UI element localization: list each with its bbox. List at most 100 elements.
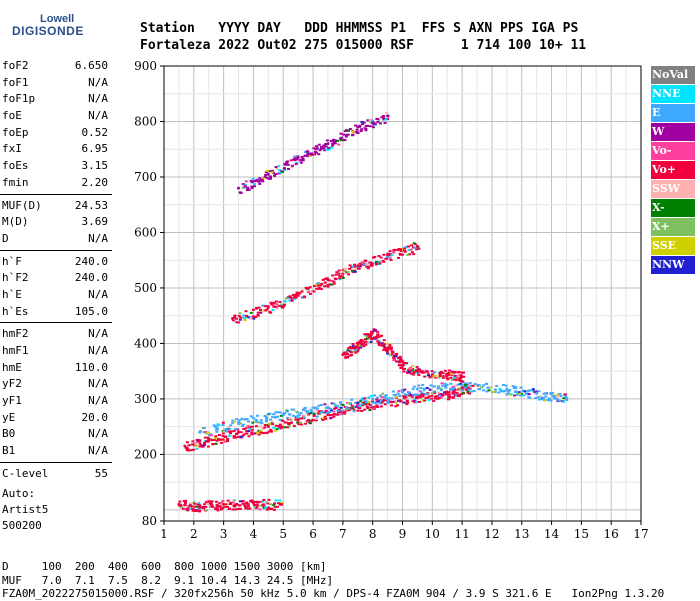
echo-point — [339, 406, 343, 409]
echo-point — [268, 177, 272, 180]
echo-point — [388, 354, 392, 357]
echo-point — [332, 138, 336, 141]
echo-point — [253, 506, 257, 509]
echo-point — [271, 423, 275, 426]
echo-point — [346, 349, 350, 352]
echo-point — [259, 429, 263, 432]
echo-point — [346, 353, 350, 356]
echo-point — [383, 342, 387, 345]
echo-point — [209, 438, 213, 441]
echo-point — [254, 425, 258, 428]
echo-point — [334, 413, 338, 416]
param-value: N/A — [88, 344, 108, 357]
legend-item: NoVal — [651, 66, 695, 84]
echo-point — [441, 372, 445, 375]
echo-point — [523, 390, 527, 393]
echo-point — [263, 175, 267, 178]
echo-point — [388, 353, 392, 356]
echo-point — [282, 167, 286, 170]
echo-point — [403, 250, 407, 253]
echo-point — [406, 253, 410, 256]
echo-point — [388, 254, 392, 257]
echo-point — [360, 403, 364, 406]
legend-item: Vo+ — [651, 161, 695, 179]
param-name: yF1 — [2, 394, 22, 408]
echo-point — [262, 503, 266, 506]
echo-point — [326, 411, 330, 414]
echo-point — [404, 362, 408, 365]
echo-point — [418, 400, 422, 403]
echo-point — [303, 406, 307, 409]
echo-point — [504, 384, 508, 387]
echo-point — [383, 403, 387, 406]
echo-point — [331, 142, 335, 145]
echo-point — [336, 413, 340, 416]
echo-point — [341, 272, 345, 275]
echo-point — [470, 390, 474, 393]
echo-point — [214, 435, 218, 438]
echo-point — [402, 367, 406, 370]
legend-item: SSW — [651, 180, 695, 198]
echo-point — [260, 178, 264, 181]
echo-point — [342, 139, 346, 142]
echo-point — [331, 144, 335, 147]
echo-point — [263, 424, 267, 427]
echo-point — [416, 393, 420, 396]
x-tick-label: 12 — [484, 527, 499, 541]
echo-point — [373, 401, 377, 404]
echo-point — [245, 418, 249, 421]
echo-point — [286, 418, 290, 421]
trace-point — [445, 372, 449, 376]
echo-point — [243, 319, 247, 322]
echo-point — [224, 503, 228, 506]
param-value: N/A — [88, 109, 108, 123]
echo-point — [244, 180, 248, 183]
param-row: hmF2 N/A — [0, 326, 112, 343]
legend-item: X- — [651, 199, 695, 217]
echo-point — [246, 188, 250, 191]
echo-point — [346, 402, 350, 405]
echo-point — [257, 306, 261, 309]
echo-point — [417, 370, 421, 373]
echo-point — [246, 186, 250, 189]
echo-point — [384, 397, 388, 400]
echo-point — [555, 395, 559, 398]
echo-point — [186, 509, 190, 512]
echo-point — [538, 398, 542, 401]
echo-point — [244, 507, 248, 510]
x-tick-label: 5 — [279, 527, 287, 541]
echo-point — [263, 426, 267, 429]
auto-version: 500200 — [2, 519, 42, 532]
echo-point — [221, 423, 225, 426]
echo-point — [317, 410, 321, 413]
echo-point — [291, 293, 295, 296]
echo-point — [380, 344, 384, 347]
echo-point — [347, 347, 351, 350]
echo-point — [478, 388, 482, 391]
echo-point — [277, 502, 281, 505]
echo-point — [382, 115, 386, 118]
echo-point — [235, 503, 239, 506]
echo-point — [234, 436, 238, 439]
echo-point — [294, 163, 298, 166]
echo-point — [558, 393, 562, 396]
echo-point — [394, 405, 398, 408]
echo-point — [267, 506, 271, 509]
echo-point — [296, 294, 300, 297]
echo-point — [464, 384, 468, 387]
echo-point — [405, 399, 409, 402]
param-value: N/A — [88, 75, 108, 89]
echo-point — [363, 338, 367, 341]
echo-point — [226, 505, 230, 508]
echo-point — [324, 142, 328, 145]
echo-point — [178, 500, 182, 503]
echo-point — [402, 370, 406, 373]
echo-point — [367, 396, 371, 399]
echo-point — [280, 425, 284, 428]
echo-point — [309, 408, 313, 411]
echo-point — [365, 333, 369, 336]
echo-point — [310, 419, 314, 422]
echo-point — [332, 282, 336, 285]
echo-point — [459, 382, 463, 385]
echo-point — [301, 157, 305, 160]
